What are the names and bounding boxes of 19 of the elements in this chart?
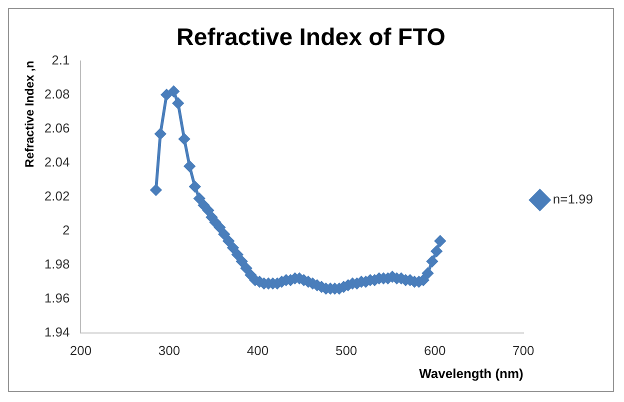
y-tick-label: 2.06: [44, 120, 70, 136]
chart-title: Refractive Index of FTO: [176, 24, 446, 52]
y-tick-label: 1.94: [44, 324, 70, 340]
y-axis-title: Refractive Index ,n: [22, 60, 37, 168]
x-tick-label: 700: [512, 343, 534, 358]
x-tick-label: 600: [424, 343, 446, 358]
y-tick-label: 2.1: [52, 52, 70, 68]
y-tick-label: 1.98: [44, 256, 70, 272]
y-tick-label: 2: [62, 222, 70, 238]
x-tick-label: 300: [158, 343, 180, 358]
x-axis-title: Wavelength (nm): [419, 366, 524, 381]
y-tick-label: 2.08: [44, 86, 70, 102]
x-tick-label: 200: [70, 343, 92, 358]
x-tick-label: 500: [335, 343, 358, 358]
y-tick-label: 2.02: [44, 188, 70, 204]
y-tick-label: 1.96: [44, 290, 70, 306]
x-tick-label: 400: [246, 343, 269, 358]
y-tick-label: 2.04: [44, 154, 70, 170]
legend-label: n=1.99: [552, 192, 593, 207]
